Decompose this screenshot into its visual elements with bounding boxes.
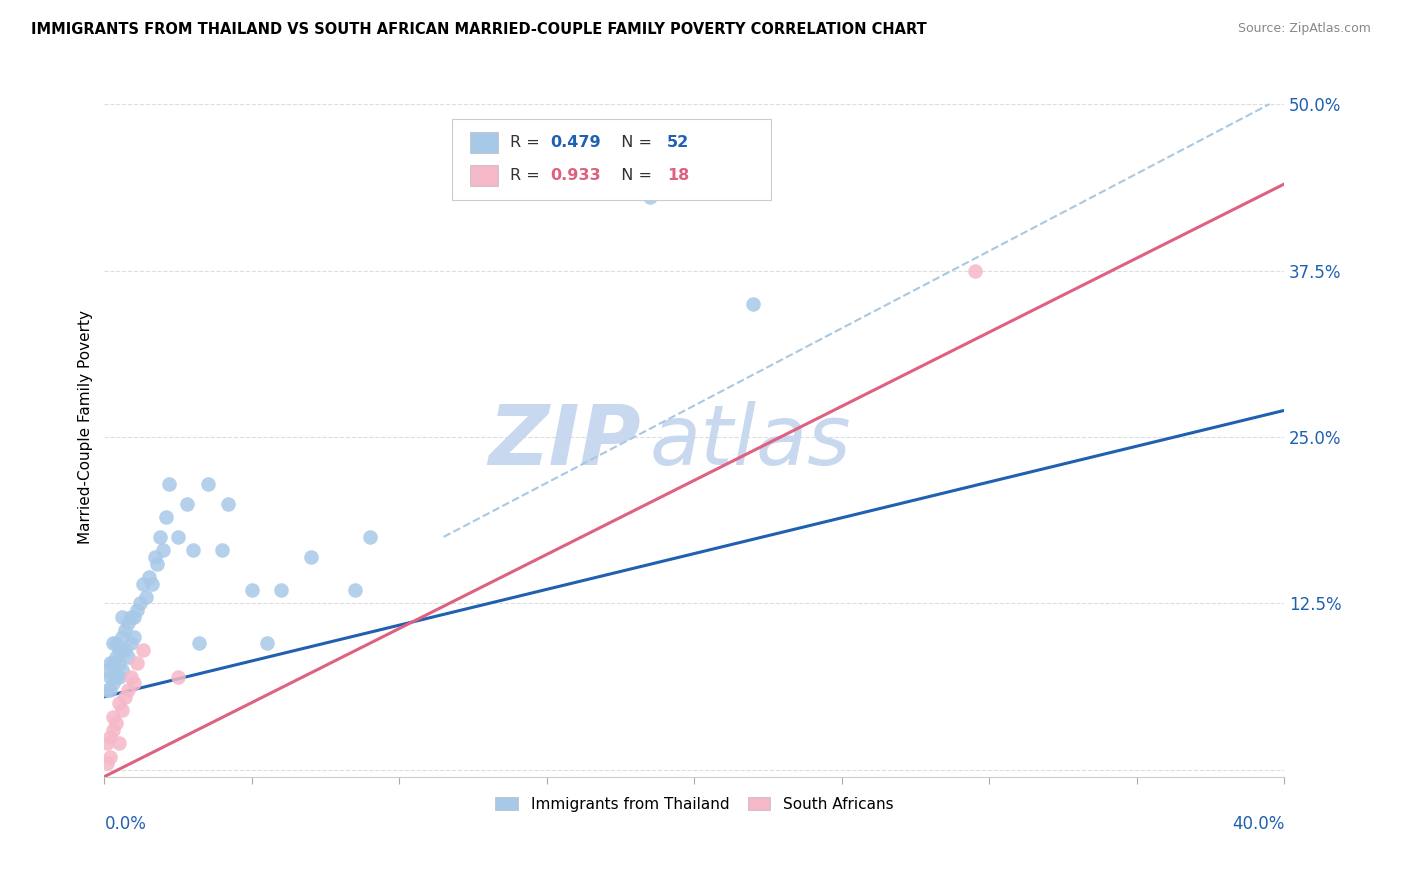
Point — [117, 616, 139, 631]
Point — [359, 530, 381, 544]
Point — [114, 690, 136, 704]
Point — [240, 583, 263, 598]
Point — [108, 697, 131, 711]
Point — [108, 643, 131, 657]
Point — [98, 657, 121, 671]
Point — [638, 190, 661, 204]
Point — [120, 670, 142, 684]
Text: IMMIGRANTS FROM THAILAND VS SOUTH AFRICAN MARRIED-COUPLE FAMILY POVERTY CORRELAT: IMMIGRANTS FROM THAILAND VS SOUTH AFRICA… — [31, 22, 927, 37]
Point — [181, 543, 204, 558]
Point — [96, 663, 118, 677]
Text: ZIP: ZIP — [489, 401, 641, 482]
Text: 18: 18 — [668, 168, 689, 183]
Point — [98, 730, 121, 744]
Point — [103, 709, 125, 723]
Point — [103, 676, 125, 690]
Point — [963, 263, 986, 277]
Point — [125, 657, 148, 671]
Point — [125, 603, 148, 617]
Point — [256, 636, 278, 650]
Text: 0.933: 0.933 — [550, 168, 600, 183]
Point — [128, 597, 150, 611]
Point — [211, 543, 233, 558]
Point — [108, 657, 131, 671]
Point — [96, 683, 118, 698]
Point — [114, 623, 136, 637]
Text: 0.479: 0.479 — [550, 135, 600, 150]
Point — [344, 583, 367, 598]
Text: 0.0%: 0.0% — [104, 815, 146, 833]
Point — [111, 609, 134, 624]
FancyBboxPatch shape — [453, 120, 770, 200]
Point — [187, 636, 209, 650]
Point — [742, 297, 765, 311]
Point — [105, 649, 128, 664]
Text: 52: 52 — [668, 135, 689, 150]
Point — [122, 609, 145, 624]
Point — [217, 497, 239, 511]
Point — [98, 683, 121, 698]
Text: 40.0%: 40.0% — [1232, 815, 1284, 833]
Point — [117, 649, 139, 664]
FancyBboxPatch shape — [470, 165, 499, 186]
Point — [132, 576, 155, 591]
Point — [114, 643, 136, 657]
Point — [111, 663, 134, 677]
Point — [299, 549, 322, 564]
Text: N =: N = — [610, 135, 657, 150]
Point — [103, 657, 125, 671]
Point — [138, 570, 160, 584]
Point — [120, 636, 142, 650]
Point — [111, 703, 134, 717]
Point — [108, 670, 131, 684]
Point — [105, 716, 128, 731]
Point — [103, 636, 125, 650]
Point — [98, 749, 121, 764]
Text: N =: N = — [610, 168, 657, 183]
Point — [132, 643, 155, 657]
Point — [152, 543, 174, 558]
Point — [149, 530, 172, 544]
Y-axis label: Married-Couple Family Poverty: Married-Couple Family Poverty — [79, 310, 93, 544]
Legend: Immigrants from Thailand, South Africans: Immigrants from Thailand, South Africans — [489, 790, 900, 818]
Point — [96, 736, 118, 750]
FancyBboxPatch shape — [470, 132, 499, 153]
Text: R =: R = — [510, 135, 546, 150]
Point — [176, 497, 198, 511]
Point — [103, 723, 125, 737]
Point — [155, 510, 177, 524]
Point — [111, 630, 134, 644]
Point — [105, 636, 128, 650]
Point — [120, 609, 142, 624]
Point — [98, 670, 121, 684]
Point — [143, 549, 166, 564]
Point — [117, 683, 139, 698]
Point — [108, 736, 131, 750]
Text: atlas: atlas — [650, 401, 851, 482]
Point — [105, 670, 128, 684]
Point — [197, 476, 219, 491]
Point — [122, 676, 145, 690]
Text: Source: ZipAtlas.com: Source: ZipAtlas.com — [1237, 22, 1371, 36]
Point — [270, 583, 292, 598]
Point — [141, 576, 163, 591]
Point — [135, 590, 157, 604]
Point — [167, 530, 190, 544]
Point — [157, 476, 180, 491]
Point — [96, 756, 118, 771]
Point — [122, 630, 145, 644]
Text: R =: R = — [510, 168, 546, 183]
Point — [167, 670, 190, 684]
Point — [146, 557, 169, 571]
